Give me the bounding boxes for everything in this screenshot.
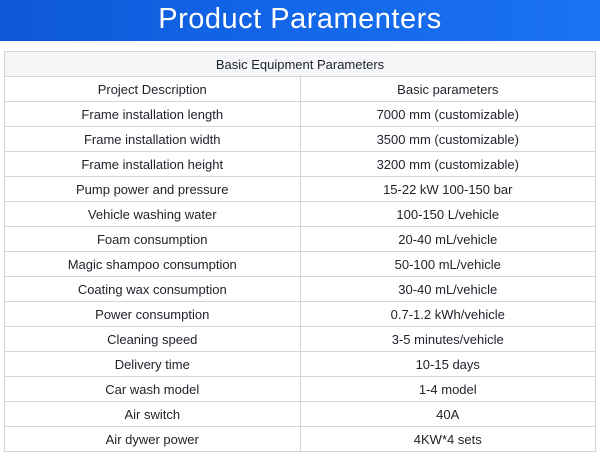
table-row: Air switch 40A	[4, 401, 596, 427]
banner-title: Product Paramenters	[158, 3, 442, 35]
table-title: Basic Equipment Parameters	[4, 51, 596, 77]
table-row: Frame installation height 3200 mm (custo…	[4, 151, 596, 177]
row-value-cell: 4KW*4 sets	[299, 426, 596, 452]
row-value-cell: 3200 mm (customizable)	[299, 151, 596, 177]
row-label-cell: Cleaning speed	[4, 326, 301, 352]
row-value-cell: 0.7-1.2 kWh/vehicle	[299, 301, 596, 327]
row-value-cell: 3500 mm (customizable)	[299, 126, 596, 152]
row-value-cell: 7000 mm (customizable)	[299, 101, 596, 127]
product-parameters-banner: Product Paramenters	[0, 0, 600, 41]
row-label-cell: Coating wax consumption	[4, 276, 301, 302]
row-value-cell: 100-150 L/vehicle	[299, 201, 596, 227]
parameters-table-container: Basic Equipment Parameters Project Descr…	[4, 51, 596, 452]
row-label-cell: Power consumption	[4, 301, 301, 327]
table-row: Car wash model 1-4 model	[4, 376, 596, 402]
table-row: Vehicle washing water 100-150 L/vehicle	[4, 201, 596, 227]
row-value-cell: 50-100 mL/vehicle	[299, 251, 596, 277]
row-label-cell: Magic shampoo consumption	[4, 251, 301, 277]
row-value-cell: 30-40 mL/vehicle	[299, 276, 596, 302]
column-header-basic-parameters: Basic parameters	[299, 76, 596, 102]
row-label-cell: Air switch	[4, 401, 301, 427]
row-label-cell: Frame installation width	[4, 126, 301, 152]
row-label-cell: Pump power and pressure	[4, 176, 301, 202]
row-label-cell: Foam consumption	[4, 226, 301, 252]
table-row: Foam consumption 20-40 mL/vehicle	[4, 226, 596, 252]
row-value-cell: 40A	[299, 401, 596, 427]
row-label-cell: Frame installation length	[4, 101, 301, 127]
row-value-cell: 20-40 mL/vehicle	[299, 226, 596, 252]
table-row: Air dywer power 4KW*4 sets	[4, 426, 596, 452]
row-value-cell: 10-15 days	[299, 351, 596, 377]
row-label-cell: Car wash model	[4, 376, 301, 402]
table-row: Cleaning speed 3-5 minutes/vehicle	[4, 326, 596, 352]
table-row: Coating wax consumption 30-40 mL/vehicle	[4, 276, 596, 302]
column-header-project-description: Project Description	[4, 76, 301, 102]
table-row: Frame installation width 3500 mm (custom…	[4, 126, 596, 152]
table-row: Delivery time 10-15 days	[4, 351, 596, 377]
row-label-cell: Air dywer power	[4, 426, 301, 452]
parameters-table: Basic Equipment Parameters Project Descr…	[4, 51, 596, 452]
table-row: Power consumption 0.7-1.2 kWh/vehicle	[4, 301, 596, 327]
table-row: Magic shampoo consumption 50-100 mL/vehi…	[4, 251, 596, 277]
table-title-row: Basic Equipment Parameters	[4, 51, 596, 77]
table-header-row: Project Description Basic parameters	[4, 76, 596, 102]
row-value-cell: 3-5 minutes/vehicle	[299, 326, 596, 352]
row-label-cell: Delivery time	[4, 351, 301, 377]
row-label-cell: Vehicle washing water	[4, 201, 301, 227]
row-value-cell: 15-22 kW 100-150 bar	[299, 176, 596, 202]
table-row: Frame installation length 7000 mm (custo…	[4, 101, 596, 127]
table-row: Pump power and pressure 15-22 kW 100-150…	[4, 176, 596, 202]
row-value-cell: 1-4 model	[299, 376, 596, 402]
row-label-cell: Frame installation height	[4, 151, 301, 177]
